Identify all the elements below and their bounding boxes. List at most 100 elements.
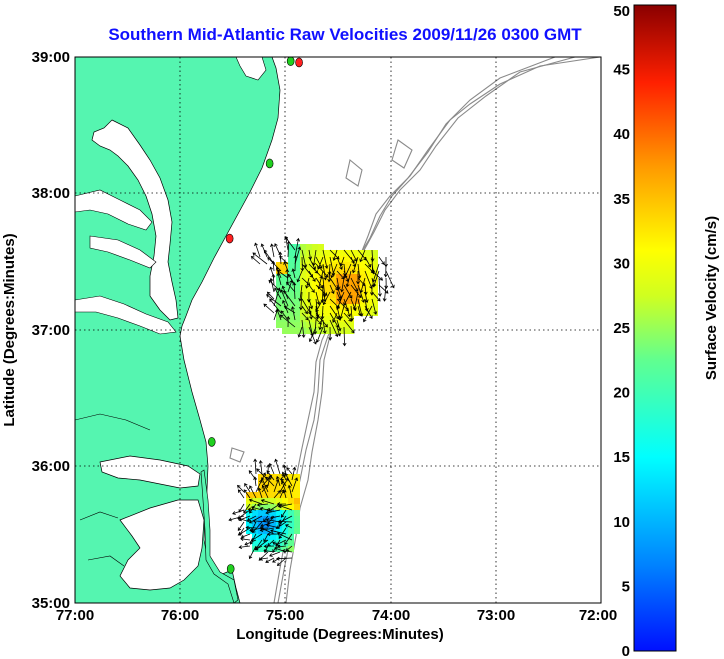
velocity-cell bbox=[288, 262, 294, 268]
velocity-arrow bbox=[336, 326, 341, 337]
velocity-arrow bbox=[276, 308, 282, 321]
velocity-arrow bbox=[343, 284, 353, 299]
velocity-arrow bbox=[237, 489, 245, 499]
radar-stations bbox=[207, 57, 303, 574]
velocity-arrow bbox=[263, 544, 275, 549]
velocity-arrow bbox=[265, 509, 281, 515]
velocity-arrow bbox=[269, 551, 281, 557]
velocity-cell bbox=[366, 292, 372, 298]
velocity-arrow bbox=[318, 312, 324, 331]
velocity-cell bbox=[288, 504, 294, 510]
velocity-cell bbox=[330, 256, 336, 262]
velocity-cell bbox=[366, 304, 372, 310]
velocity-cell bbox=[282, 286, 288, 292]
velocity-cell bbox=[300, 310, 306, 316]
velocity-cell bbox=[318, 298, 324, 304]
velocity-cell bbox=[348, 286, 354, 292]
velocity-cell bbox=[294, 268, 300, 274]
velocity-arrow bbox=[269, 515, 281, 520]
y-axis-ticks: 39:00 38:00 37:00 36:00 35:00 bbox=[32, 49, 70, 612]
y-tick-label: 39:00 bbox=[32, 49, 70, 66]
velocity-cell bbox=[294, 292, 300, 298]
velocity-cell bbox=[288, 498, 294, 504]
velocity-cell bbox=[270, 522, 276, 528]
velocity-cell bbox=[294, 474, 300, 480]
velocity-cell bbox=[288, 534, 294, 540]
velocity-arrow bbox=[315, 263, 329, 278]
nc-rivers bbox=[75, 413, 151, 567]
velocity-cell bbox=[264, 534, 270, 540]
velocity-cell bbox=[300, 280, 306, 286]
velocity-arrow bbox=[263, 303, 275, 314]
velocity-cell bbox=[336, 250, 342, 256]
velocity-cell bbox=[348, 322, 354, 328]
velocity-cell bbox=[294, 486, 300, 492]
velocity-cell bbox=[348, 280, 354, 286]
velocity-cell bbox=[318, 268, 324, 274]
velocity-cell bbox=[294, 510, 300, 516]
delaware-bay bbox=[235, 57, 267, 81]
velocity-cell bbox=[294, 286, 300, 292]
velocity-arrow bbox=[268, 503, 281, 512]
velocity-cell bbox=[270, 504, 276, 510]
velocity-cell bbox=[258, 474, 264, 480]
velocity-arrow bbox=[332, 249, 338, 261]
velocity-arrow bbox=[371, 298, 378, 315]
y-tick-label: 37:00 bbox=[32, 322, 70, 339]
velocity-cell bbox=[336, 292, 342, 298]
velocity-cell bbox=[300, 322, 306, 328]
velocity-cell bbox=[330, 274, 336, 280]
velocity-cell bbox=[276, 540, 282, 546]
outer-banks bbox=[200, 469, 239, 603]
velocity-cell bbox=[366, 262, 372, 268]
velocity-arrow bbox=[275, 475, 281, 487]
velocity-arrow bbox=[247, 507, 257, 512]
velocity-arrow bbox=[276, 502, 287, 507]
velocity-arrow bbox=[315, 256, 323, 269]
velocity-cell bbox=[354, 268, 360, 274]
velocity-cell bbox=[282, 274, 288, 280]
velocity-cell bbox=[258, 510, 264, 516]
velocity-cell bbox=[306, 286, 312, 292]
velocity-arrow bbox=[308, 305, 313, 320]
velocity-arrow bbox=[301, 305, 308, 315]
velocity-cell bbox=[276, 492, 282, 498]
velocity-cell bbox=[282, 510, 288, 516]
velocity-cell bbox=[258, 486, 264, 492]
velocity-cell bbox=[288, 244, 294, 250]
velocity-arrow bbox=[357, 263, 362, 279]
velocity-arrow bbox=[383, 263, 388, 278]
velocity-cell bbox=[342, 250, 348, 256]
x-tick-label: 73:00 bbox=[477, 607, 515, 624]
velocity-cell bbox=[288, 510, 294, 516]
velocity-cell bbox=[300, 292, 306, 298]
velocity-cell bbox=[264, 480, 270, 486]
velocity-cell bbox=[252, 528, 258, 534]
velocity-arrow bbox=[274, 287, 282, 300]
velocity-arrow bbox=[274, 546, 287, 553]
velocity-cell bbox=[288, 268, 294, 274]
velocity-cell bbox=[330, 322, 336, 328]
velocity-cell bbox=[288, 522, 294, 528]
velocity-arrow bbox=[350, 305, 354, 322]
velocity-cell bbox=[366, 256, 372, 262]
velocity-arrow bbox=[284, 533, 293, 546]
velocity-cell bbox=[294, 274, 300, 280]
velocity-cell bbox=[264, 546, 270, 552]
velocity-cell bbox=[300, 316, 306, 322]
velocity-cell bbox=[324, 262, 330, 268]
velocity-cell bbox=[258, 534, 264, 540]
velocity-cell bbox=[312, 298, 318, 304]
velocity-cell bbox=[354, 274, 360, 280]
velocity-arrow bbox=[265, 557, 275, 563]
velocity-cell bbox=[246, 528, 252, 534]
velocity-arrow bbox=[286, 281, 296, 293]
velocity-cell bbox=[348, 250, 354, 256]
y-axis-label: Latitude (Degrees:Minutes) bbox=[1, 233, 18, 426]
velocity-vectors bbox=[228, 235, 395, 566]
velocity-cell bbox=[282, 522, 288, 528]
velocity-cell bbox=[294, 528, 300, 534]
velocity-arrow bbox=[359, 249, 366, 263]
velocity-cell bbox=[282, 546, 288, 552]
